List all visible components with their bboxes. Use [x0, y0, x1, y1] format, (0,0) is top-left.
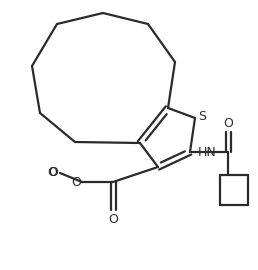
Text: O: O — [108, 213, 118, 226]
Text: O: O — [48, 167, 58, 180]
Text: O: O — [71, 176, 81, 188]
Text: O: O — [223, 117, 233, 130]
Text: HN: HN — [198, 146, 216, 158]
Text: S: S — [198, 110, 206, 123]
Text: O: O — [47, 166, 57, 178]
